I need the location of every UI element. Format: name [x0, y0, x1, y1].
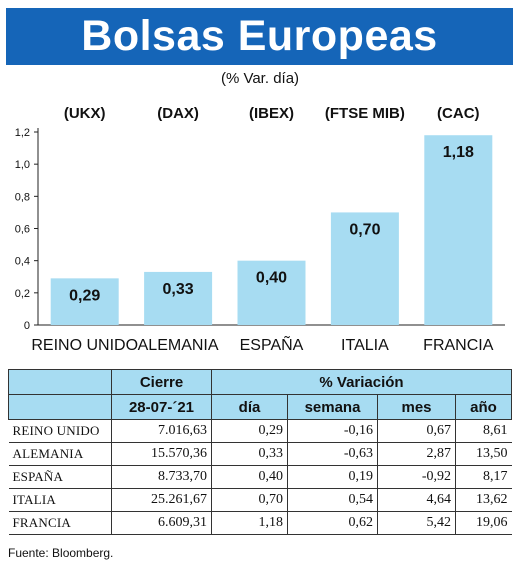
- table-group-header-row: Cierre % Variación: [8, 369, 512, 395]
- cell-dia: 0,33: [211, 442, 288, 466]
- cell-anio: 8,17: [455, 465, 512, 489]
- cell-semana: -0,63: [287, 442, 378, 466]
- cell-anio: 13,50: [455, 442, 512, 466]
- bar: [424, 135, 493, 325]
- header-mes: mes: [377, 394, 456, 420]
- header-dia: día: [211, 394, 288, 420]
- y-tick-label: 1,0: [15, 159, 30, 171]
- page-title: Bolsas Europeas: [81, 12, 438, 60]
- header-semana: semana: [287, 394, 378, 420]
- row-country-name: ITALIA: [8, 488, 112, 512]
- header-empty-cell-2: [8, 394, 112, 420]
- cell-semana: 0,54: [287, 488, 378, 512]
- bar: [144, 271, 213, 325]
- index-label: (FTSE MIB): [325, 105, 405, 122]
- index-label: (UKX): [64, 105, 106, 122]
- cell-semana: 0,62: [287, 511, 378, 535]
- cell-cierre: 15.570,36: [111, 442, 212, 466]
- header-banner: Bolsas Europeas: [6, 8, 513, 65]
- category-label: ESPAÑA: [240, 334, 304, 354]
- bar: [237, 260, 306, 325]
- cell-mes: 0,67: [377, 419, 456, 443]
- data-label: 1,18: [443, 144, 474, 161]
- header-date: 28-07-´21: [111, 394, 212, 420]
- y-tick-label: 0,8: [15, 191, 30, 203]
- cell-cierre: 6.609,31: [111, 511, 212, 535]
- table-row: REINO UNIDO 7.016,63 0,29 -0,16 0,67 8,61: [8, 419, 512, 443]
- chart-subtitle: (% Var. día): [220, 70, 300, 87]
- cell-semana: -0,16: [287, 419, 378, 443]
- cell-mes: -0,92: [377, 465, 456, 489]
- y-tick-label: 0,2: [15, 288, 30, 300]
- bar-chart: 0 0,2 0,4 0,6 0,8 1,0 1,2 0,29 REINO UNIDO (UKX) 0…: [15, 105, 505, 354]
- y-tick-label: 0: [24, 320, 30, 332]
- y-tick-label: 0,6: [15, 224, 30, 236]
- row-country-name: FRANCIA: [8, 511, 112, 535]
- y-tick-label: 1,2: [15, 127, 30, 139]
- cell-mes: 5,42: [377, 511, 456, 535]
- row-country-name: REINO UNIDO: [8, 419, 112, 443]
- cell-anio: 19,06: [455, 511, 512, 535]
- cell-anio: 8,61: [455, 419, 512, 443]
- header-variacion: % Variación: [211, 369, 512, 395]
- data-label: 0,33: [163, 281, 194, 298]
- cell-cierre: 7.016,63: [111, 419, 212, 443]
- data-label: 0,40: [256, 270, 287, 287]
- table-row: ITALIA 25.261,67 0,70 0,54 4,64 13,62: [8, 488, 512, 512]
- data-table-wrapper: Cierre % Variación 28-07-´21 día semana …: [8, 369, 512, 535]
- y-tick-label: 0,4: [15, 256, 30, 268]
- data-label: 0,29: [69, 287, 100, 304]
- category-label: ALEMANIA: [138, 337, 219, 354]
- cell-cierre: 8.733,70: [111, 465, 212, 489]
- index-label: (CAC): [437, 105, 480, 122]
- source-note: Fuente: Bloomberg.: [8, 546, 114, 560]
- category-label: ITALIA: [341, 337, 389, 354]
- cell-anio: 13,62: [455, 488, 512, 512]
- cell-dia: 1,18: [211, 511, 288, 535]
- cell-dia: 0,70: [211, 488, 288, 512]
- table-subheader-row: 28-07-´21 día semana mes año: [8, 394, 512, 420]
- table-body: REINO UNIDO 7.016,63 0,29 -0,16 0,67 8,61 ALEM…: [8, 419, 512, 535]
- data-table: Cierre % Variación 28-07-´21 día semana …: [8, 369, 512, 535]
- row-country-name: ALEMANIA: [8, 442, 112, 466]
- index-label: (IBEX): [249, 105, 294, 122]
- category-label: FRANCIA: [423, 337, 494, 354]
- cell-dia: 0,40: [211, 465, 288, 489]
- header-anio: año: [455, 394, 512, 420]
- bar: [330, 212, 399, 325]
- table-row: ESPAÑA 8.733,70 0,40 0,19 -0,92 8,17: [8, 465, 512, 489]
- bar: [50, 278, 119, 325]
- cell-dia: 0,29: [211, 419, 288, 443]
- data-label: 0,70: [349, 221, 380, 238]
- table-row: ALEMANIA 15.570,36 0,33 -0,63 2,87 13,50: [8, 442, 512, 466]
- cell-cierre: 25.261,67: [111, 488, 212, 512]
- table-row: FRANCIA 6.609,31 1,18 0,62 5,42 19,06: [8, 511, 512, 535]
- cell-semana: 0,19: [287, 465, 378, 489]
- row-country-name: ESPAÑA: [8, 465, 112, 489]
- category-label: REINO UNIDO: [31, 337, 138, 354]
- header-cierre: Cierre: [111, 369, 212, 395]
- cell-mes: 4,64: [377, 488, 456, 512]
- index-label: (DAX): [157, 105, 199, 122]
- cell-mes: 2,87: [377, 442, 456, 466]
- header-empty-cell: [8, 369, 112, 395]
